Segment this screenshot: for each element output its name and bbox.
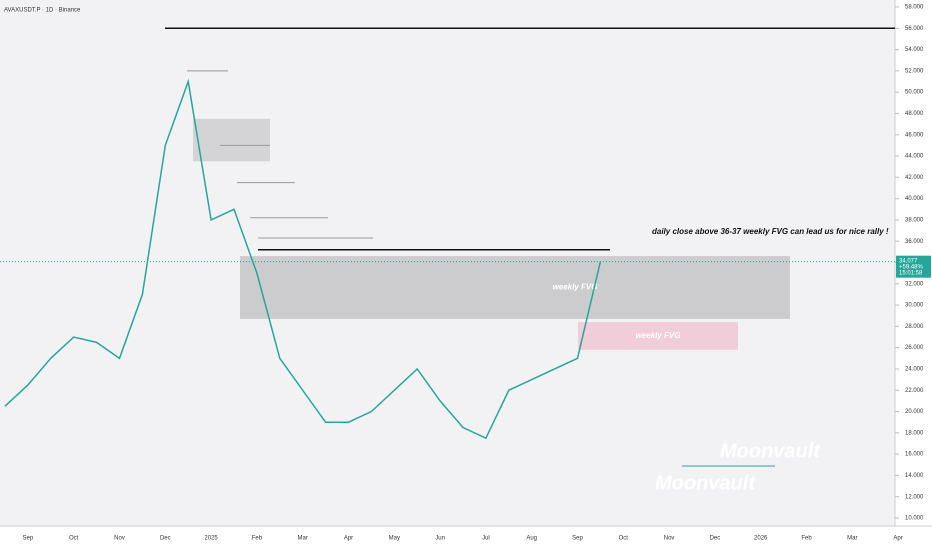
- y-tick-label: 24.000: [905, 367, 924, 373]
- annotation: daily close above 36-37 weekly FVG can l…: [652, 227, 889, 236]
- y-tick-label: 26.000: [905, 345, 924, 351]
- x-tick-label: Sep: [572, 536, 583, 542]
- y-tick-label: 22.000: [905, 388, 924, 394]
- x-tick-label: Dec: [160, 536, 171, 542]
- price-tag: [896, 255, 931, 278]
- chart-title: AVAXUSDT.P · 1D · Binance: [4, 8, 81, 14]
- x-tick-label: Aug: [526, 536, 537, 542]
- y-tick-label: 16.000: [905, 452, 924, 458]
- price-line: [4, 78, 602, 440]
- y-tick-label: 30.000: [905, 303, 924, 309]
- y-tick-label: 58.000: [905, 5, 924, 11]
- y-tick-label: 18.000: [905, 430, 924, 436]
- y-tick-label: 44.000: [905, 154, 924, 160]
- countdown: 15:01:58: [899, 270, 923, 276]
- y-tick-label: 28.000: [905, 324, 924, 330]
- x-tick-label: Jun: [435, 536, 445, 542]
- y-tick-label: 52.000: [905, 68, 924, 74]
- price-tag-label: 34.077: [899, 258, 918, 264]
- zone-label: weekly FVG: [553, 283, 598, 292]
- x-tick-label: Nov: [664, 536, 675, 542]
- x-tick-label: Apr: [893, 536, 902, 542]
- y-tick-label: 32.000: [905, 281, 924, 287]
- watermark: Moonvault: [655, 472, 756, 494]
- x-tick-label: Apr: [344, 536, 353, 542]
- y-tick-label: 10.000: [905, 516, 924, 522]
- x-tick-label: Nov: [114, 536, 125, 542]
- y-tick-label: 56.000: [905, 26, 924, 32]
- y-tick-label: 20.000: [905, 409, 924, 415]
- y-tick-label: 48.000: [905, 111, 924, 117]
- watermark: Moonvault: [720, 440, 821, 462]
- y-tick-label: 36.000: [905, 239, 924, 245]
- y-tick-label: 38.000: [905, 217, 924, 223]
- change-label: +59.48%: [899, 264, 924, 270]
- x-tick-label: Sep: [23, 536, 34, 542]
- y-tick-label: 12.000: [905, 494, 924, 500]
- x-tick-label: Mar: [847, 536, 857, 542]
- x-tick-label: Jul: [482, 536, 490, 542]
- y-tick-label: 40.000: [905, 196, 924, 202]
- x-tick-label: 2025: [204, 536, 218, 542]
- x-tick-label: Dec: [710, 536, 721, 542]
- x-tick-label: Feb: [801, 536, 812, 542]
- y-tick-label: 42.000: [905, 175, 924, 181]
- x-tick-label: Mar: [298, 536, 308, 542]
- x-tick-label: May: [389, 536, 400, 542]
- x-tick-label: Oct: [69, 536, 79, 542]
- x-tick-label: 2026: [754, 536, 768, 542]
- y-tick-label: 54.000: [905, 47, 924, 53]
- y-tick-label: 50.000: [905, 90, 924, 96]
- fvg-zone: [193, 118, 270, 162]
- x-tick-label: Feb: [252, 536, 263, 542]
- y-tick-label: 14.000: [905, 473, 924, 479]
- fvg-zone: [240, 256, 790, 319]
- y-tick-label: 46.000: [905, 132, 924, 138]
- zone-label: weekly FVG: [636, 331, 681, 340]
- x-tick-label: Oct: [619, 536, 629, 542]
- fvg-zone: [578, 322, 738, 350]
